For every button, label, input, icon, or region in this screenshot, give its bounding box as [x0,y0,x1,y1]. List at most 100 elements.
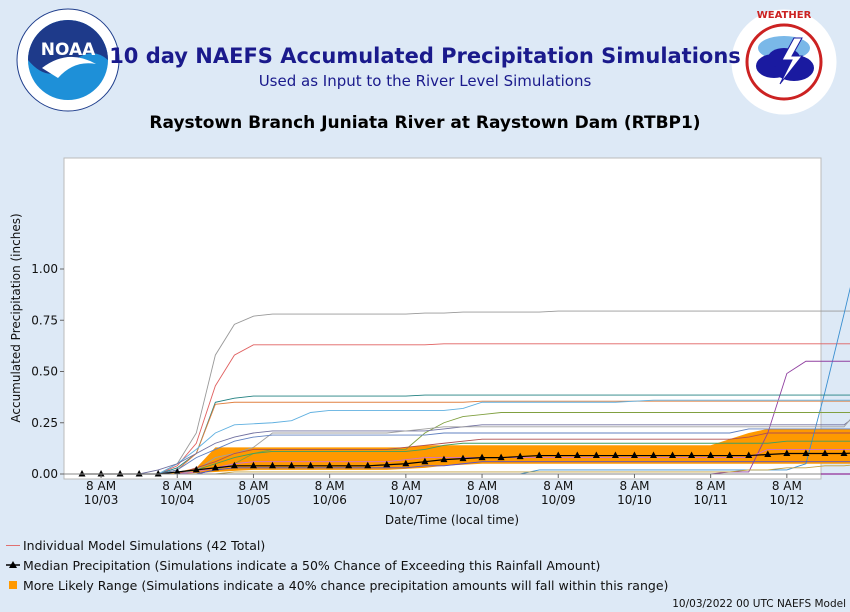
median-point [192,465,200,473]
legend-line-swatch [6,545,20,546]
simulation-line-2 [82,343,850,475]
median-point [840,449,848,456]
median-line [82,452,850,475]
median-point [364,461,372,469]
median-point [745,451,753,459]
simulation-line-6 [82,400,850,475]
x-tick-date: 10/12 [770,493,805,507]
x-tick-date: 10/10 [617,493,652,507]
median-point [478,453,486,461]
x-tick-time: 8 AM [391,479,421,493]
simulation-line-15 [82,461,850,475]
median-point [764,450,772,458]
median-point [116,470,124,477]
median-point [783,449,791,456]
simulation-line-13 [82,440,850,475]
simulation-line-7 [82,399,850,475]
svg-text:WEATHER: WEATHER [757,10,812,21]
simulation-line-5 [82,394,850,475]
chart-title: 10 day NAEFS Accumulated Precipitation S… [109,44,741,68]
legend-individual-label: Individual Model Simulations (42 Total) [23,538,266,553]
x-tick-date: 10/06 [312,493,347,507]
legend-range-swatch [6,578,20,593]
median-point [611,451,619,459]
legend-median-label: Median Precipitation (Simulations indica… [23,558,601,573]
median-point [269,461,276,469]
likely-range-band [82,428,850,474]
x-tick-time: 8 AM [315,479,345,493]
legend-range: More Likely Range (Simulations indicate … [6,578,668,593]
x-tick-date: 10/07 [389,493,424,507]
median-point [650,451,657,459]
x-tick-date: 10/08 [465,493,500,507]
chart-subtitle: Used as Input to the River Level Simulat… [258,72,592,90]
median-point [802,449,810,456]
simulation-line-10 [82,419,850,475]
median-point [459,454,467,462]
x-tick-date: 10/09 [541,493,576,507]
median-point [97,470,105,477]
median-point [173,467,181,475]
x-tick-time: 8 AM [238,479,268,493]
median-point [535,451,543,459]
y-tick-label: 0.50 [31,365,58,379]
median-point [630,451,638,459]
y-tick-label: 0.25 [31,416,58,430]
x-tick-time: 8 AM [162,479,192,493]
x-tick-date: 10/03 [84,493,119,507]
legend-range-label: More Likely Range (Simulations indicate … [23,578,669,593]
legend-individual: Individual Model Simulations (42 Total) [6,538,265,553]
x-tick-date: 10/11 [693,493,728,507]
legend-median-swatch [6,558,20,573]
legend-median: Median Precipitation (Simulations indica… [6,558,600,573]
median-point [211,463,219,471]
median-point [288,461,296,469]
median-point [440,455,448,463]
median-point [669,451,677,459]
median-point [154,470,162,477]
median-point [821,449,829,456]
plot-area [63,157,822,480]
median-point [497,453,505,461]
simulation-line-9 [82,419,850,475]
x-tick-date: 10/05 [236,493,271,507]
x-tick-date: 10/04 [160,493,195,507]
median-point [383,460,391,468]
median-point [707,451,715,459]
median-point [573,451,581,459]
median-point [135,470,143,477]
noaa-logo-text: NOAA [41,40,96,60]
median-point [402,459,410,467]
x-tick-time: 8 AM [86,479,116,493]
simulation-line-12 [82,432,850,475]
noaa-logo: NOAA [16,8,120,112]
median-point [592,451,600,459]
simulation-line-1 [82,310,850,475]
x-tick-time: 8 AM [772,479,802,493]
median-point [78,470,86,477]
station-title: Raystown Branch Juniata River at Raystow… [149,113,701,133]
nws-logo: WEATHER [731,9,837,115]
median-point [516,452,524,460]
median-point [421,457,429,465]
simulation-line-11 [82,428,850,475]
model-run-footer: 10/03/2022 00 UTC NAEFS Model [672,598,846,610]
median-point [345,461,353,469]
x-tick-time: 8 AM [467,479,497,493]
x-tick-time: 8 AM [543,479,573,493]
x-axis-label: Date/Time (local time) [385,513,519,527]
median-point [326,461,334,469]
median-point [554,451,562,459]
y-tick-label: 0.75 [31,313,58,327]
median-point [307,461,315,469]
median-point [688,451,696,459]
median-point [726,451,734,459]
y-tick-label: 0.00 [31,467,58,481]
y-axis-label: Accumulated Precipitation (inches) [9,213,23,422]
median-point [230,461,238,469]
x-tick-time: 8 AM [696,479,726,493]
x-tick-time: 8 AM [619,479,649,493]
median-point [249,461,257,469]
y-tick-label: 1.00 [31,262,58,276]
